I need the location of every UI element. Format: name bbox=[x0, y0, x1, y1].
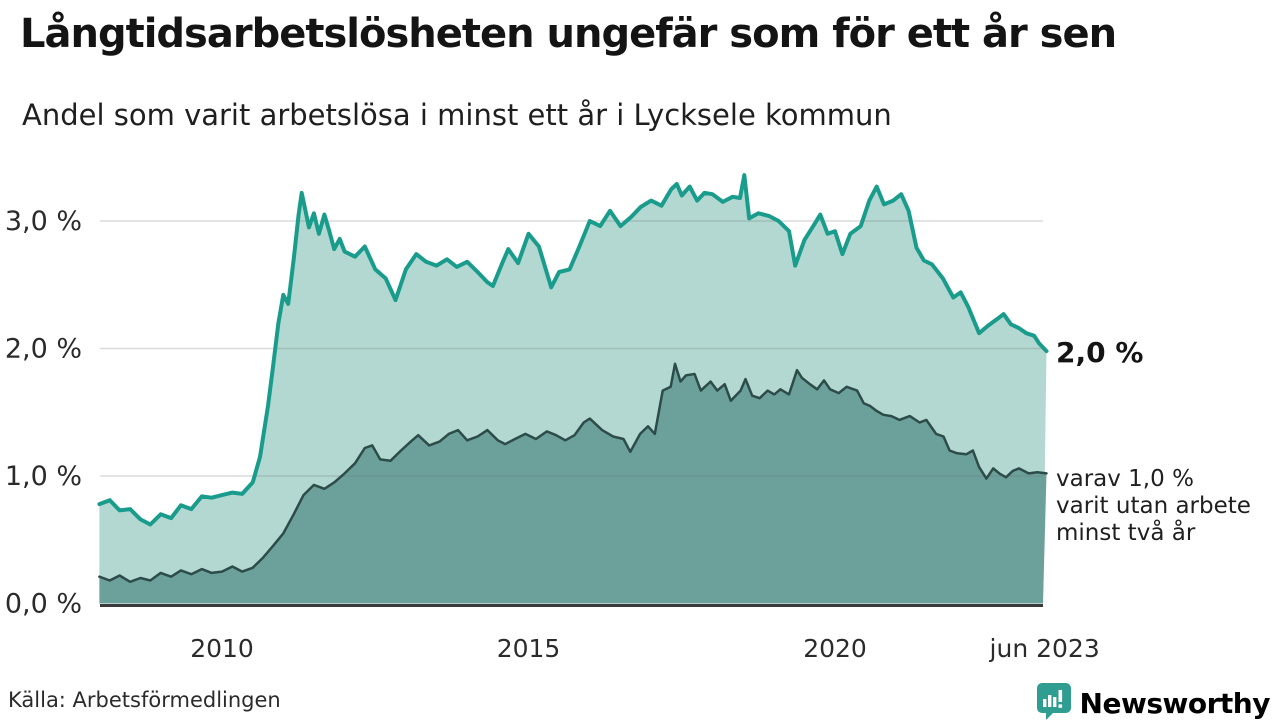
end-sub-line-1: varav 1,0 % bbox=[1056, 466, 1194, 492]
page-title: Långtidsarbetslösheten ungefär som för e… bbox=[20, 11, 1117, 57]
y-tick-label: 0,0 % bbox=[5, 589, 82, 620]
brand-name: Newsworthy bbox=[1079, 686, 1271, 720]
x-tick-label: 2010 bbox=[190, 634, 254, 663]
x-tick-label: jun 2023 bbox=[989, 634, 1100, 663]
brand-logo: Newsworthy bbox=[1036, 682, 1271, 720]
x-tick-label: 2015 bbox=[497, 634, 561, 663]
end-value-label-subseries: varav 1,0 % varit utan arbete minst två … bbox=[1056, 466, 1251, 547]
y-tick-label: 2,0 % bbox=[5, 334, 82, 365]
x-tick-label: 2020 bbox=[803, 634, 867, 663]
y-tick-label: 1,0 % bbox=[5, 461, 82, 492]
end-sub-line-3: minst två år bbox=[1056, 520, 1196, 546]
y-tick-label: 3,0 % bbox=[5, 206, 82, 237]
page-subtitle: Andel som varit arbetslösa i minst ett å… bbox=[22, 98, 892, 132]
source-credit: Källa: Arbetsförmedlingen bbox=[8, 688, 281, 712]
series-line-1 bbox=[98, 362, 1048, 584]
newsworthy-icon bbox=[1036, 682, 1072, 720]
end-sub-line-2: varit utan arbete bbox=[1056, 493, 1251, 519]
series-line-0 bbox=[97, 173, 1049, 527]
end-value-label-total: 2,0 % bbox=[1056, 336, 1144, 369]
area-fill-1 bbox=[99, 363, 1047, 604]
